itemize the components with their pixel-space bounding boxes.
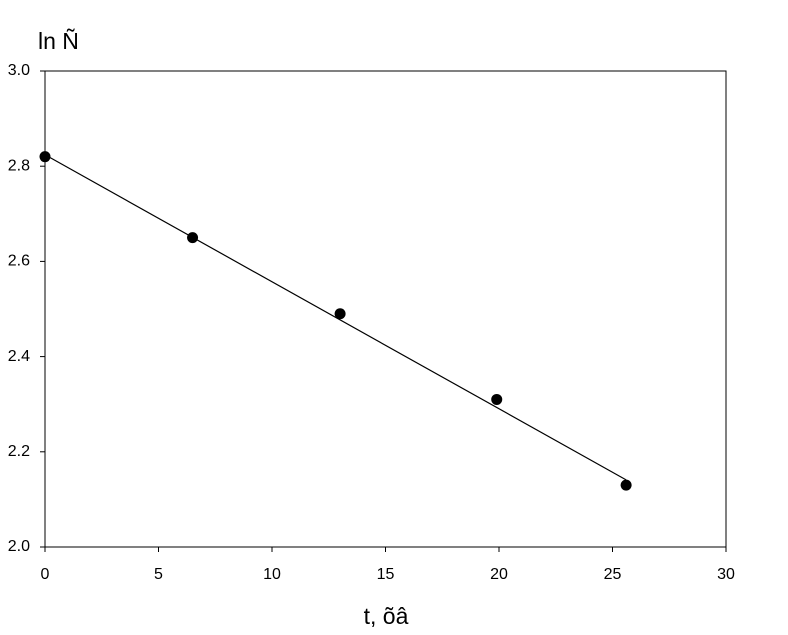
trend-line bbox=[44, 154, 627, 481]
x-tick-label: 0 bbox=[41, 566, 50, 583]
data-point bbox=[491, 393, 503, 405]
y-tick-label: 2.6 bbox=[8, 253, 30, 270]
plot-frame bbox=[44, 70, 727, 548]
x-tick-label: 20 bbox=[490, 566, 508, 583]
y-tick-label: 2.8 bbox=[8, 157, 30, 174]
x-tick-label: 30 bbox=[717, 566, 735, 583]
data-point bbox=[39, 151, 51, 163]
x-axis-title: t, õâ bbox=[364, 603, 409, 629]
x-tick-label: 5 bbox=[154, 566, 163, 583]
y-axis-title: ln Ñ bbox=[38, 28, 79, 54]
data-point bbox=[334, 308, 346, 320]
x-tick-label: 25 bbox=[604, 566, 622, 583]
y-tick-label: 2.4 bbox=[8, 348, 30, 365]
data-point bbox=[620, 479, 632, 491]
y-tick-label: 3.0 bbox=[8, 62, 30, 79]
x-tick-label: 15 bbox=[377, 566, 395, 583]
x-tick-label: 10 bbox=[263, 566, 281, 583]
data-point bbox=[187, 232, 199, 244]
y-tick-label: 2.2 bbox=[8, 443, 30, 460]
y-tick-label: 2.0 bbox=[8, 538, 30, 555]
